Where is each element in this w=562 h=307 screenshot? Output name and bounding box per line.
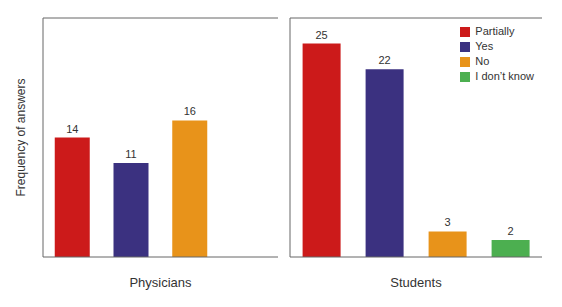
html-text:Partially: Partially [475, 25, 515, 37]
svg-text:Students: Students [390, 275, 442, 290]
svg-text:2: 2 [508, 225, 514, 237]
svg-text:16: 16 [184, 105, 196, 117]
html-text:Yes: Yes [475, 40, 494, 52]
svg-text:14: 14 [66, 123, 78, 135]
html-text:I don’t know: I don’t know [475, 70, 534, 82]
svg-text:Physicians: Physicians [129, 275, 192, 290]
svg-text:Frequency of answers: Frequency of answers [14, 78, 28, 196]
html-text:No: No [475, 55, 490, 67]
svg-text:22: 22 [378, 54, 390, 66]
svg-text:3: 3 [445, 216, 451, 228]
svg-text:11: 11 [125, 148, 136, 160]
svg-text:25: 25 [315, 29, 327, 41]
